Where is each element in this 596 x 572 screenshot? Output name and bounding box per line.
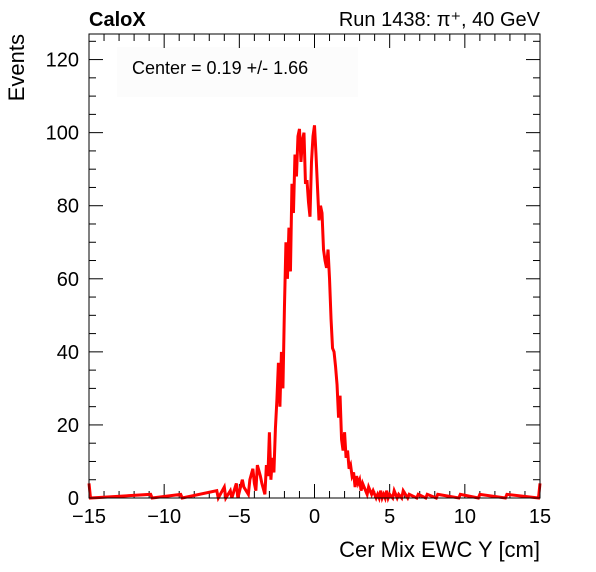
x-tick-label: −10 xyxy=(147,506,181,528)
axis-ticks xyxy=(88,34,541,499)
x-tick-label: −15 xyxy=(72,506,106,528)
data-series-line xyxy=(87,125,542,504)
y-tick-label: 80 xyxy=(57,196,79,218)
center-stat-text: Center = 0.19 +/- 1.66 xyxy=(132,58,308,78)
x-tick-label: −5 xyxy=(228,506,251,528)
y-tick-label: 0 xyxy=(68,488,79,510)
experiment-label: CaloX xyxy=(89,9,146,31)
tick-labels: −15 −10 −5 0 5 10 15 0 20 40 60 80 100 120 xyxy=(46,50,552,528)
y-tick-label: 60 xyxy=(57,269,79,291)
y-axis-label: Events xyxy=(4,34,29,101)
x-tick-label: 15 xyxy=(529,506,551,528)
run-info-label: Run 1438: π⁺, 40 GeV xyxy=(339,9,541,31)
y-tick-label: 120 xyxy=(46,50,79,72)
plot-frame xyxy=(88,33,541,499)
x-tick-label: 0 xyxy=(309,506,320,528)
x-tick-label: 10 xyxy=(454,506,476,528)
y-tick-label: 20 xyxy=(57,415,79,437)
y-tick-label: 40 xyxy=(57,342,79,364)
x-tick-label: 5 xyxy=(384,506,395,528)
x-axis-label: Cer Mix EWC Y [cm] xyxy=(339,537,540,562)
stats-box xyxy=(117,47,358,97)
y-tick-label: 100 xyxy=(46,123,79,145)
